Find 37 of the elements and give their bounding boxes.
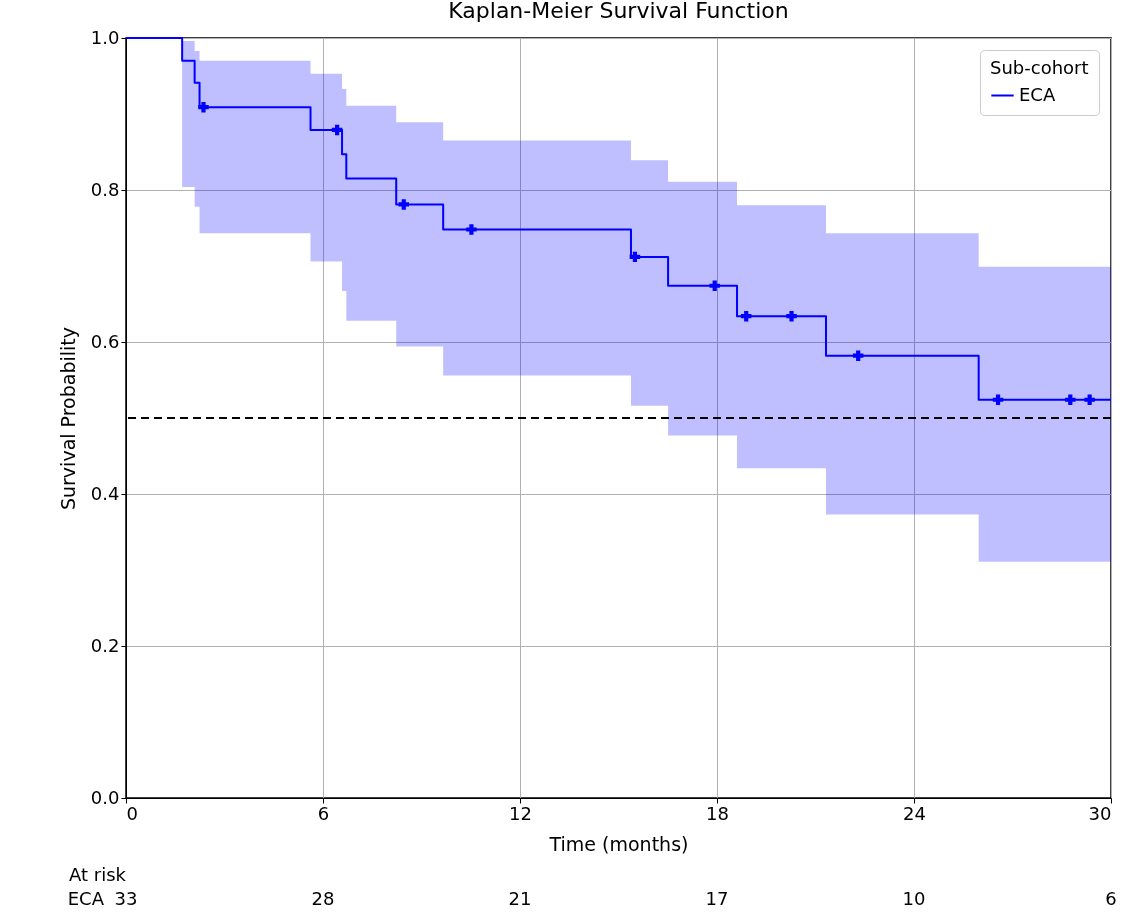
point — [709, 280, 720, 291]
point — [852, 350, 864, 361]
y-tick-label: 1.0 — [90, 26, 120, 48]
x-tick-label: 12 — [509, 802, 532, 824]
text: 10 — [902, 888, 926, 909]
point — [331, 124, 343, 136]
y-tick-label: 0.0 — [90, 786, 120, 808]
point — [466, 224, 477, 235]
text: 33 — [114, 888, 138, 909]
x-axis-title: Time (months) — [548, 832, 689, 855]
legend-title: Sub-cohort — [990, 57, 1089, 78]
chart-title: Kaplan-Meier Survival Function — [448, 0, 789, 23]
x-tick-label: 24 — [903, 802, 926, 824]
x-tick-label: 18 — [706, 802, 729, 824]
x-tick-label: 0 — [126, 802, 138, 824]
x-tick-label: 30 — [1088, 802, 1112, 824]
point — [629, 251, 641, 263]
point — [398, 199, 410, 210]
point — [992, 394, 1004, 405]
point — [1084, 394, 1095, 405]
y-axis-title: Survival Probability — [56, 326, 79, 511]
point — [1065, 394, 1076, 405]
y-tick-label: 0.4 — [90, 482, 120, 504]
point — [740, 310, 752, 322]
y-tick-label: 0.6 — [90, 330, 120, 352]
text: ECA — [67, 888, 105, 909]
text: At risk — [69, 864, 127, 885]
legend-label: ECA — [1019, 83, 1056, 105]
text: 21 — [508, 888, 532, 909]
text: 28 — [311, 888, 335, 909]
point — [198, 101, 209, 113]
x-tick-label: 6 — [317, 802, 330, 824]
point — [786, 310, 797, 322]
y-tick-label: 0.8 — [90, 178, 120, 200]
y-tick-label: 0.2 — [90, 634, 120, 656]
text: 6 — [1105, 888, 1117, 909]
text: 17 — [705, 888, 729, 909]
